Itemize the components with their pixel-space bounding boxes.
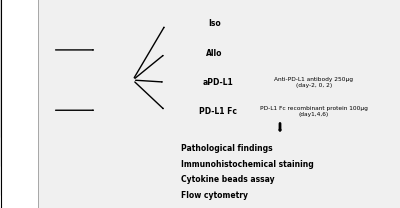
FancyBboxPatch shape bbox=[174, 136, 388, 203]
Text: group4: group4 bbox=[171, 107, 198, 116]
Ellipse shape bbox=[42, 107, 55, 113]
Text: Flow cytometry: Flow cytometry bbox=[181, 191, 248, 200]
Text: Immunohistochemical staining: Immunohistochemical staining bbox=[181, 160, 314, 169]
Text: Heterotopic tracheal
transplantation: Heterotopic tracheal transplantation bbox=[34, 3, 114, 22]
FancyBboxPatch shape bbox=[1, 0, 400, 137]
Text: PD-L1 Fc recombinant protein 100μg
(day1,4,6): PD-L1 Fc recombinant protein 100μg (day1… bbox=[260, 106, 368, 117]
Ellipse shape bbox=[120, 46, 133, 52]
Ellipse shape bbox=[125, 45, 130, 47]
Text: C57BL/6
(H-2b): C57BL/6 (H-2b) bbox=[98, 128, 130, 148]
FancyBboxPatch shape bbox=[38, 0, 400, 198]
Text: Cytokine beads assay: Cytokine beads assay bbox=[181, 175, 275, 184]
Text: C57BL/6
(H-2b): C57BL/6 (H-2b) bbox=[98, 68, 130, 88]
Text: group1: group1 bbox=[171, 19, 198, 28]
Text: group3: group3 bbox=[171, 78, 198, 87]
Ellipse shape bbox=[101, 106, 127, 114]
Ellipse shape bbox=[47, 105, 52, 108]
Ellipse shape bbox=[23, 106, 49, 114]
Ellipse shape bbox=[23, 46, 49, 54]
Text: C57BL/6
(H-2b): C57BL/6 (H-2b) bbox=[20, 68, 52, 88]
Ellipse shape bbox=[47, 45, 52, 47]
Text: PD-L1 Fc: PD-L1 Fc bbox=[199, 107, 237, 116]
Text: Pathological findings: Pathological findings bbox=[181, 144, 273, 153]
FancyBboxPatch shape bbox=[1, 0, 400, 195]
Text: Anti-PD-L1 antibody 250μg
(day-2, 0, 2): Anti-PD-L1 antibody 250μg (day-2, 0, 2) bbox=[274, 77, 354, 88]
FancyBboxPatch shape bbox=[38, 0, 400, 208]
Ellipse shape bbox=[42, 46, 55, 52]
Ellipse shape bbox=[120, 107, 133, 113]
FancyBboxPatch shape bbox=[1, 0, 400, 166]
Ellipse shape bbox=[125, 105, 130, 108]
Text: After 14days: After 14days bbox=[126, 9, 174, 18]
Text: aPD-L1: aPD-L1 bbox=[202, 78, 233, 87]
Text: Iso: Iso bbox=[208, 19, 220, 28]
Text: Allo: Allo bbox=[206, 48, 222, 58]
FancyBboxPatch shape bbox=[166, 4, 394, 121]
Ellipse shape bbox=[101, 46, 127, 54]
Text: group2: group2 bbox=[171, 48, 198, 58]
Text: BALB/c
(H-2d): BALB/c (H-2d) bbox=[23, 128, 49, 148]
